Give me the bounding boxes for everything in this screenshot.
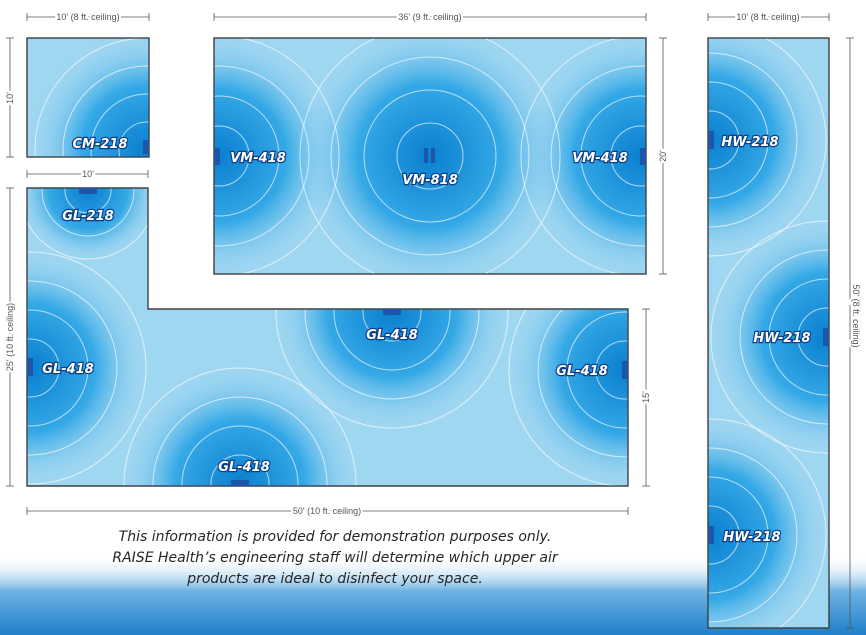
fixture-marker <box>383 309 401 315</box>
gl-bottom-width-label: 50' (10 ft. ceiling) <box>293 506 361 516</box>
unit-label-hw-218-bottom: HW-218 <box>723 530 780 545</box>
fixture-marker <box>27 358 33 376</box>
gl-room: GL-218 GL-418 GL-418 GL-418 GL-418 10' 2… <box>3 167 653 518</box>
fixture-marker <box>431 148 435 163</box>
unit-label-gl-418-right: GL-418 <box>556 364 608 379</box>
fixture-marker <box>214 148 220 165</box>
hw-room: HW-218 HW-218 HW-218 10' (8 ft. ceiling)… <box>707 10 863 629</box>
gl-right-height-label: 15' <box>641 391 651 403</box>
vm-width-label: 36' (9 ft. ceiling) <box>398 12 461 22</box>
hw-height-label: 50' (8 ft. ceiling) <box>851 284 861 347</box>
unit-label-gl-418-top: GL-418 <box>366 328 418 343</box>
disclaimer-text: This information is provided for demonst… <box>20 527 650 590</box>
cm-height-label: 10' <box>5 92 15 104</box>
unit-label-gl-418-bottom: GL-418 <box>218 460 270 475</box>
fixture-marker <box>640 148 646 165</box>
unit-label-gl-418-left: GL-418 <box>42 362 94 377</box>
disclaimer-line: RAISE Health’s engineering staff will de… <box>112 550 558 566</box>
vm-room: VM-418 VM-818 VM-418 36' (9 ft. ceiling)… <box>213 10 670 275</box>
fixture-marker <box>708 131 714 149</box>
fixture-marker <box>823 328 829 346</box>
gl-height-label: 25' (10 ft. ceiling) <box>5 303 15 371</box>
vm-height-label: 20' <box>658 150 668 162</box>
unit-label-vm-418-left: VM-418 <box>230 151 286 166</box>
cm-width-label: 10' (8 ft. ceiling) <box>56 12 119 22</box>
unit-label-hw-218-middle: HW-218 <box>753 331 810 346</box>
hw-width-label: 10' (8 ft. ceiling) <box>736 12 799 22</box>
unit-label-vm-418-right: VM-418 <box>572 151 628 166</box>
gl-top-width-label: 10' <box>82 169 94 179</box>
unit-label-cm-218: CM-218 <box>72 137 127 152</box>
unit-label-vm-818: VM-818 <box>402 173 458 188</box>
disclaimer-line: products are ideal to disinfect your spa… <box>187 571 483 587</box>
cm-room: CM-218 10' (8 ft. ceiling) 10' <box>3 10 150 158</box>
fixture-marker <box>143 140 149 154</box>
fixture-marker <box>424 148 428 163</box>
unit-label-gl-218: GL-218 <box>62 209 114 224</box>
disclaimer-line: This information is provided for demonst… <box>118 529 552 545</box>
fixture-marker <box>231 480 249 486</box>
fixture-marker <box>79 188 97 194</box>
fixture-marker <box>708 526 714 544</box>
fixture-marker <box>622 361 628 379</box>
unit-label-hw-218-top: HW-218 <box>721 135 778 150</box>
